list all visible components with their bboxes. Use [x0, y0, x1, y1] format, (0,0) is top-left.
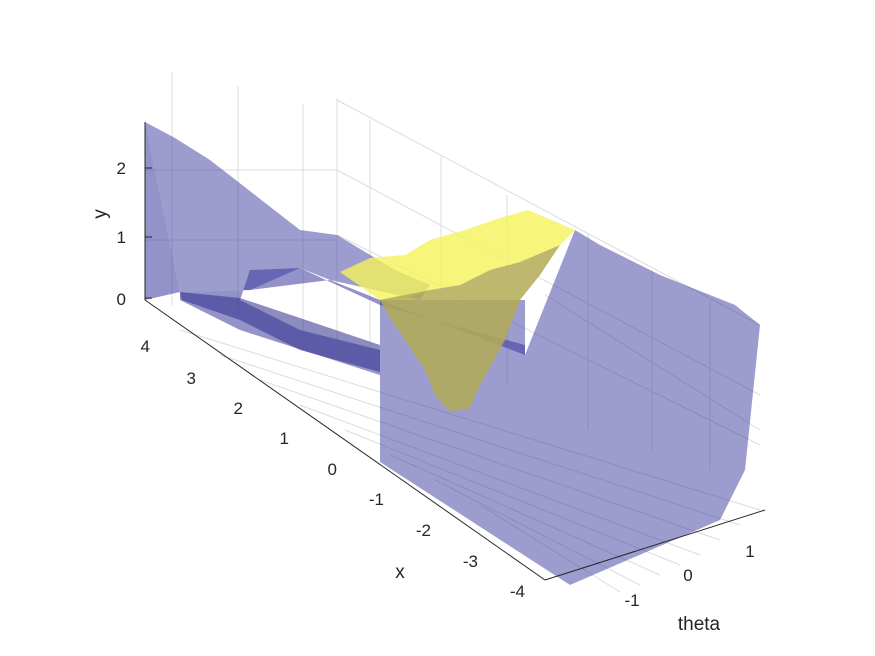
x-tick-label: 4 [141, 337, 150, 356]
x-tick-label: 0 [328, 460, 337, 479]
surface-blue-left [145, 122, 430, 300]
theta-tick-label: 1 [745, 542, 754, 561]
x-axis-label: x [395, 562, 405, 583]
y-tick-label: 1 [117, 228, 126, 247]
y-axis-label: y [90, 209, 111, 219]
x-tick-label: 3 [187, 369, 196, 388]
x-tick-label: 2 [234, 399, 243, 418]
x-tick-label: -3 [463, 552, 478, 571]
x-tick-label: -2 [416, 521, 431, 540]
theta-tick-label: 0 [683, 566, 692, 585]
theta-tick-label: -1 [624, 591, 639, 610]
surface-blue-trough [180, 292, 380, 372]
x-axis: 4 3 2 1 0 -1 -2 -3 -4 x [141, 337, 525, 601]
axis-lines [144, 122, 766, 581]
x-tick-label: -4 [510, 582, 525, 601]
surface-blue-left-wall [145, 122, 180, 300]
y-tick-label: 2 [117, 159, 126, 178]
y-tick-label: 0 [117, 290, 126, 309]
y-axis: 2 1 0 y [90, 159, 152, 309]
x-tick-label: 1 [280, 429, 289, 448]
surface-yellow-trough [380, 245, 560, 412]
x-tick-label: -1 [369, 490, 384, 509]
theta-axis-label: theta [678, 614, 721, 635]
theta-axis: -1 0 1 theta [624, 542, 754, 635]
surface-yellow-top [340, 210, 575, 300]
